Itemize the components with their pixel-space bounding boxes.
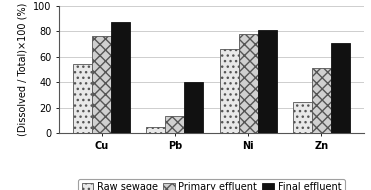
Bar xyxy=(184,82,203,133)
Bar xyxy=(111,22,130,133)
Bar xyxy=(331,43,350,133)
Bar xyxy=(239,34,257,133)
Bar xyxy=(73,64,92,133)
Legend: Raw sewage, Primary effluent, Final effluent: Raw sewage, Primary effluent, Final effl… xyxy=(78,179,345,190)
Bar xyxy=(92,36,111,133)
Bar xyxy=(293,102,312,133)
Y-axis label: (Dissolved / Total)×100 (%): (Dissolved / Total)×100 (%) xyxy=(18,3,28,136)
Bar xyxy=(312,68,331,133)
Bar xyxy=(165,116,184,133)
Bar xyxy=(220,49,239,133)
Bar xyxy=(146,127,165,133)
Bar xyxy=(257,30,277,133)
